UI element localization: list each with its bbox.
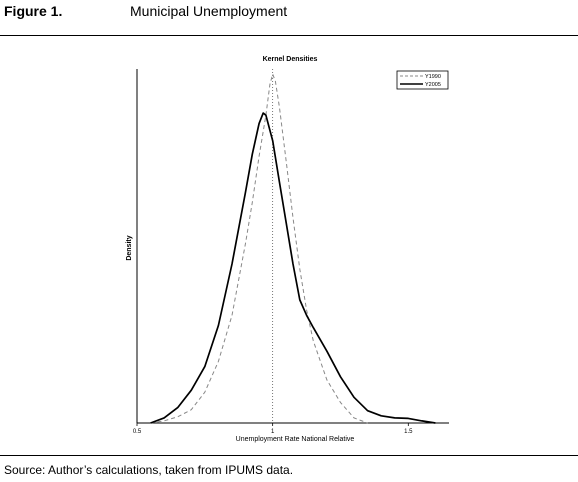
chart-title: Kernel Densities [263,56,318,63]
x-tick-label-2: 1.5 [404,429,413,435]
x-tick-label-1: 1 [271,429,275,435]
y-axis-label: Density [126,235,133,260]
series-line-Y2005 [150,112,436,424]
x-tick-label-0: 0.5 [133,429,142,435]
kernel-density-chart: Kernel Densities 0.5 1 1.5 Y1990 Y2005 Unemp… [126,56,449,443]
figure-header: Figure 1. Municipal Unemployment [4,3,578,25]
figure-title: Municipal Unemployment [130,3,288,19]
legend-label-Y1990: Y1990 [425,74,441,80]
series-line-Y1990 [150,73,368,424]
x-axis-label: Unemployment Rate National Relative [236,436,355,443]
bottom-rule [0,455,578,456]
source-note: Source: Author’s calculations, taken fro… [4,463,294,477]
plot-area: 0.5 1 1.5 Y1990 Y2005 [133,69,449,435]
top-rule [0,35,578,36]
legend-label-Y2005: Y2005 [425,82,441,88]
figure-label: Figure 1. [4,3,63,19]
